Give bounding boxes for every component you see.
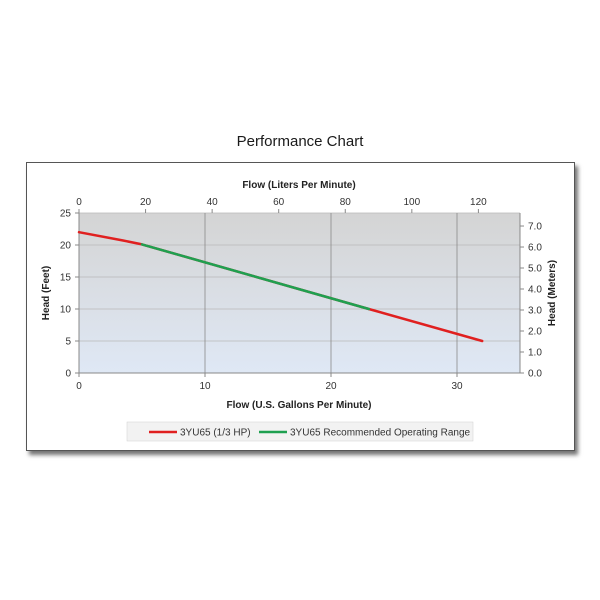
y-left-tick-label: 20	[60, 241, 72, 252]
grid-lines	[79, 212, 520, 373]
y-left-axis-title: Head (Feet)	[41, 266, 52, 320]
x-top-tick-label: 100	[403, 197, 420, 208]
x-top-tick-label: 0	[76, 197, 82, 208]
y-right-tick-label: 0.0	[528, 369, 542, 380]
x-top-tick-label: 60	[273, 197, 285, 208]
y-right-tick-label: 5.0	[528, 264, 542, 275]
x-bottom-tick-label: 20	[325, 381, 337, 392]
y-left-tick-label: 15	[60, 273, 72, 284]
legend: 3YU65 (1/3 HP) 3YU65 Recommended Operati…	[126, 421, 474, 442]
chart-frame: 0 10 20 30 0 20 40 60 80 100 120 0 5 10 15 20 25 0.0 1.0 2.…	[26, 162, 575, 451]
legend-box	[126, 421, 474, 442]
series-lines	[77, 230, 484, 343]
x-bottom-axis-title: Flow (U.S. Gallons Per Minute)	[226, 400, 371, 411]
plot-area	[79, 213, 520, 373]
y-right-tick-label: 1.0	[528, 348, 542, 359]
y-right-tick-label: 4.0	[528, 285, 542, 296]
x-top-tick-label: 80	[340, 197, 352, 208]
y-left-tick-label: 25	[60, 209, 72, 220]
y-right-axis-title: Head (Meters)	[547, 260, 558, 326]
legend-label-0: 3YU65 (1/3 HP)	[180, 428, 251, 439]
y-left-tick-label: 5	[65, 337, 71, 348]
y-right-tick-label: 6.0	[528, 243, 542, 254]
y-left-tick-label: 0	[65, 369, 71, 380]
page-title: Performance Chart	[236, 133, 364, 150]
y-right-tick-label: 3.0	[528, 306, 542, 317]
x-bottom-tick-label: 30	[451, 381, 463, 392]
x-bottom-tick-label: 0	[76, 381, 82, 392]
x-top-tick-label: 20	[140, 197, 152, 208]
y-right-tick-label: 2.0	[528, 327, 542, 338]
series-line-1	[140, 243, 371, 311]
x-top-tick-label: 120	[470, 197, 487, 208]
x-top-tick-label: 40	[207, 197, 219, 208]
tick-labels: 0 10 20 30 0 20 40 60 80 100 120 0 5 10 15 20 25 0.0 1.0 2.…	[60, 197, 542, 392]
performance-chart: 0 10 20 30 0 20 40 60 80 100 120 0 5 10 15 20 25 0.0 1.0 2.…	[41, 180, 558, 442]
x-top-axis-title: Flow (Liters Per Minute)	[242, 180, 355, 191]
y-left-tick-label: 10	[60, 305, 72, 316]
y-right-tick-label: 7.0	[528, 222, 542, 233]
x-bottom-tick-label: 10	[199, 381, 211, 392]
legend-label-1: 3YU65 Recommended Operating Range	[290, 428, 471, 439]
